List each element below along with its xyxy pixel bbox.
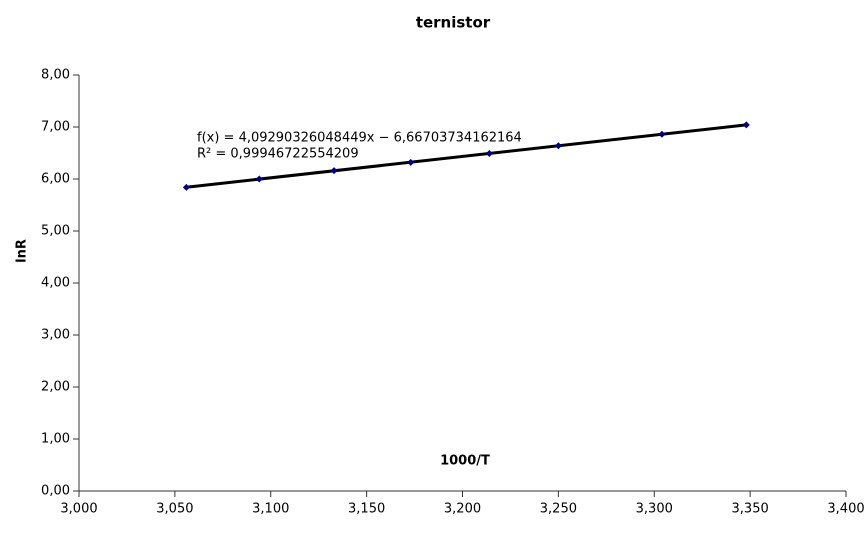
y-tick-label: 3,00	[41, 328, 70, 343]
x-tick-label: 3,350	[732, 502, 769, 517]
data-point	[742, 121, 750, 129]
x-tick-label: 3,050	[156, 502, 193, 517]
trendline	[186, 123, 747, 189]
x-tick-label: 3,250	[540, 502, 577, 517]
data-point	[485, 150, 493, 158]
r-squared: R² = 0,99946722554209	[197, 147, 359, 162]
y-tick-label: 4,00	[41, 276, 70, 291]
data-point	[330, 167, 338, 175]
y-tick-label: 0,00	[41, 484, 70, 499]
x-tick-label: 3,100	[252, 502, 289, 517]
data-point	[554, 142, 562, 150]
y-tick-label: 7,00	[41, 120, 70, 135]
y-tick-label: 8,00	[41, 68, 70, 83]
data-point	[255, 175, 263, 183]
x-axis-title: 1000/T	[440, 454, 490, 469]
x-tick-label: 3,000	[60, 502, 97, 517]
x-tick-label: 3,300	[636, 502, 673, 517]
x-tick-label: 3,200	[444, 502, 481, 517]
x-tick-label: 3,400	[827, 502, 864, 517]
chart-title: ternistor	[416, 14, 491, 32]
y-tick-label: 6,00	[41, 172, 70, 187]
data-point	[407, 158, 415, 166]
x-tick-label: 3,150	[348, 502, 385, 517]
y-tick-label: 5,00	[41, 224, 70, 239]
y-tick-label: 2,00	[41, 380, 70, 395]
data-point	[182, 183, 190, 191]
equation: f(x) = 4,09290326048449x − 6,66703734162…	[197, 131, 522, 146]
data-point	[658, 130, 666, 138]
y-axis-title: lnR	[15, 239, 30, 263]
y-tick-label: 1,00	[41, 432, 70, 447]
